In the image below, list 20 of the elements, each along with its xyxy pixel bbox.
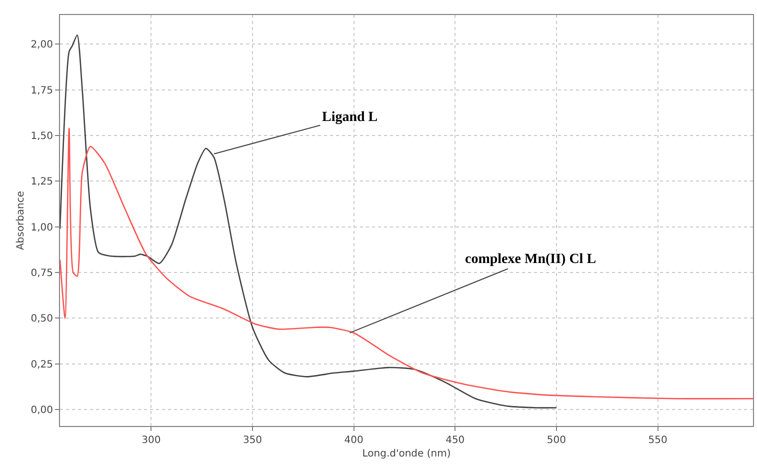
y-tick-label: 1,00 — [30, 222, 53, 234]
x-tick-label: 500 — [546, 435, 566, 446]
x-tick-label: 350 — [242, 435, 262, 446]
y-tick-label: 0,00 — [30, 405, 53, 416]
y-tick-label: 0,25 — [30, 359, 53, 370]
y-tick-label: 1,50 — [30, 131, 53, 142]
y-tick-label: 1,75 — [30, 85, 53, 96]
x-tick-label: 300 — [142, 435, 161, 446]
y-tick-label: 0,50 — [30, 314, 53, 325]
x-axis-title: Long.d'onde (nm) — [362, 448, 451, 460]
annotation: complexe Mn(II) Cl L — [465, 252, 596, 267]
annotation: Ligand L — [322, 110, 378, 125]
y-tick-label: 1,25 — [30, 176, 53, 188]
y-tick-label: 0,75 — [30, 268, 53, 280]
line-series — [60, 128, 753, 400]
x-tick-label: 450 — [446, 435, 465, 446]
x-tick-label: 400 — [344, 435, 364, 446]
x-tick-label: 550 — [648, 435, 668, 446]
y-tick-label: 2,00 — [30, 40, 53, 51]
y-axis-title: Absorbance — [16, 190, 27, 250]
